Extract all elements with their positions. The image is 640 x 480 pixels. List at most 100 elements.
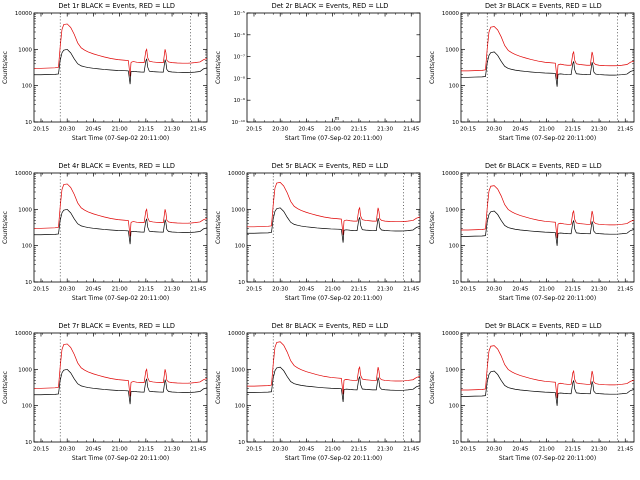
plot-det-1r: 20:15 20:30 20:45 21:00 21:15 21:30 21:45 Start… [2,11,208,142]
plot-frame [246,12,421,123]
y-tick-label: 1000 [18,367,32,373]
panel-title: Det 5r BLACK = Events, RED = LLD [271,162,389,170]
y-tick-label: 1000 [18,207,32,213]
x-tick-label: 21:45 [404,126,421,132]
x-tick-label: 20:15 [33,286,50,292]
y-tick-label: 100 [448,84,459,90]
plot-det-9r: 20:15 20:30 20:45 21:00 21:15 21:30 21:45 Start… [429,331,635,462]
x-tick-label: 21:45 [190,126,207,132]
y-tick-label: 10⁻⁷ [234,55,245,61]
y-tick-label: 10⁻⁹ [234,98,245,104]
y-tick-label: 10000 [442,171,460,177]
x-tick-label: 21:45 [617,126,634,132]
series-events [247,207,421,243]
y-axis-label: Counts/sec [429,51,436,84]
x-tick-label: 20:30 [486,446,503,452]
x-tick-label: 21:45 [190,446,207,452]
y-tick-label: 100 [448,244,459,250]
panel-det-7r: Det 7r BLACK = Events, RED = LLD 20:15 20… [0,320,213,480]
y-axis-label: Counts/sec [2,371,9,404]
y-tick-label: 1000 [232,367,246,373]
y-tick-label: 10 [452,280,459,286]
series-lld [33,23,208,77]
plot-det-3r: 20:15 20:30 20:45 21:00 21:15 21:30 21:45 Start… [429,11,635,142]
x-tick-label: 20:30 [486,126,503,132]
x-tick-label: 21:45 [404,286,421,292]
series-events [460,51,634,87]
x-tick-label: 21:30 [164,446,181,452]
x-tick-label: 21:00 [325,286,342,292]
plot-frame [33,332,208,443]
plot-frame [33,172,208,283]
x-tick-label: 21:00 [325,446,342,452]
y-tick-label: 1000 [445,47,459,53]
panel-det-2r: Det 2r BLACK = Events, RED = LLD 20:15 20… [213,0,426,160]
x-axis-label: Start Time (07-Sep-02 20:11:00) [72,455,169,462]
y-axis-label: Counts/sec [215,51,222,84]
x-tick-label: 21:15 [351,446,368,452]
x-tick-label: 20:30 [59,446,76,452]
series-lld [247,341,421,395]
y-tick-label: 100 [235,404,246,410]
x-tick-label: 21:45 [617,286,634,292]
y-tick-label: 1000 [18,47,32,53]
x-tick-label: 20:15 [33,126,50,132]
x-tick-label: 20:30 [272,446,289,452]
x-tick-label: 20:45 [85,126,102,132]
x-axis-label: Start Time (07-Sep-02 20:11:00) [498,135,595,142]
x-tick-label: 20:45 [299,446,316,452]
y-tick-label: 1000 [232,207,246,213]
y-tick-label: 10 [452,120,459,126]
x-tick-label: 21:00 [538,126,555,132]
panel-title: Det 7r BLACK = Events, RED = LLD [58,322,176,330]
x-tick-label: 21:30 [591,446,608,452]
series-events [460,370,634,406]
x-tick-label: 21:15 [564,286,581,292]
y-tick-label: 10 [238,440,245,446]
y-tick-label: 10 [238,280,245,286]
x-axis-label: Start Time (07-Sep-02 20:11:00) [285,455,382,462]
x-tick-label: 20:15 [460,446,477,452]
panel-det-4r: Det 4r BLACK = Events, RED = LLD 20:15 20… [0,160,213,320]
plot-frame [460,172,635,283]
x-axis-label: Start Time (07-Sep-02 20:11:00) [498,455,595,462]
series-lld [460,185,634,239]
x-tick-label: 20:45 [512,126,529,132]
y-tick-label: 100 [22,404,33,410]
y-tick-label: 10000 [442,11,460,17]
x-tick-label: 21:15 [564,126,581,132]
panel-title: Det 1r BLACK = Events, RED = LLD [58,2,176,10]
series-lld [460,26,634,79]
plot-frame [246,332,421,443]
y-tick-label: 10000 [228,171,246,177]
x-tick-label: 20:45 [512,286,529,292]
x-tick-label: 21:15 [138,446,155,452]
y-tick-label: 100 [22,84,33,90]
plot-frame [460,12,635,123]
x-tick-label: 21:15 [138,126,155,132]
x-tick-label: 21:15 [564,446,581,452]
plot-frame [33,12,208,123]
x-axis-label: Start Time (07-Sep-02 20:11:00) [498,295,595,302]
series-lld [33,183,208,237]
x-tick-label: 20:30 [59,126,76,132]
x-tick-label: 21:00 [538,446,555,452]
y-tick-label: 10 [452,440,459,446]
y-tick-label: 10000 [15,11,33,17]
y-tick-label: 10⁻⁶ [234,33,245,39]
y-axis-label: Counts/sec [2,211,9,244]
x-axis-label: Start Time (07-Sep-02 20:11:00) [72,295,169,302]
y-tick-label: 100 [235,244,246,250]
y-axis-label: Counts/sec [429,371,436,404]
panel-title: Det 9r BLACK = Events, RED = LLD [484,322,602,330]
series-lld [247,182,421,235]
x-tick-label: 21:45 [617,446,634,452]
x-tick-label: 20:15 [33,446,50,452]
panel-title: Det 6r BLACK = Events, RED = LLD [484,162,602,170]
series-events [33,48,208,85]
y-tick-label: 1000 [445,367,459,373]
plot-frame [246,172,421,283]
x-tick-label: 21:00 [538,286,555,292]
plot-det-6r: 20:15 20:30 20:45 21:00 21:15 21:30 21:45 Start… [429,171,635,302]
panel-title: Det 8r BLACK = Events, RED = LLD [271,322,389,330]
